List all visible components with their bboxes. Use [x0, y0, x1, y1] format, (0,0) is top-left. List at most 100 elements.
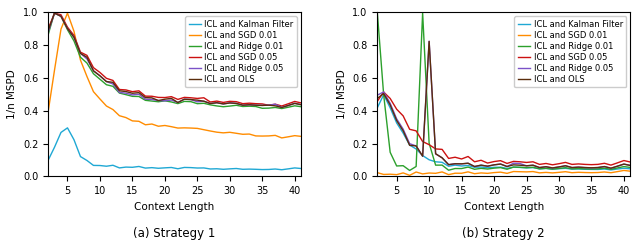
- ICL and Kalman Filter: [232, 167, 240, 170]
- ICL and OLS: [245, 103, 253, 106]
- ICL and OLS: [252, 104, 260, 107]
- ICL and OLS: [239, 104, 246, 107]
- ICL and OLS: [161, 98, 169, 101]
- ICL and SGD 0.05: [419, 140, 426, 143]
- ICL and Ridge 0.05: [555, 165, 563, 168]
- ICL and SGD 0.05: [116, 88, 124, 91]
- ICL and OLS: [44, 30, 52, 33]
- ICL and Ridge 0.01: [600, 167, 608, 170]
- ICL and SGD 0.05: [220, 101, 227, 104]
- ICL and Ridge 0.05: [141, 98, 149, 101]
- ICL and OLS: [562, 164, 570, 167]
- ICL and Ridge 0.05: [490, 163, 498, 166]
- ICL and SGD 0.01: [529, 170, 537, 173]
- ICL and SGD 0.05: [406, 128, 413, 131]
- ICL and Kalman Filter: [445, 165, 452, 168]
- ICL and Kalman Filter: [284, 167, 292, 170]
- ICL and Ridge 0.01: [265, 107, 273, 110]
- ICL and Ridge 0.05: [96, 74, 104, 77]
- ICL and SGD 0.01: [562, 170, 570, 173]
- ICL and Kalman Filter: [278, 168, 285, 171]
- ICL and Ridge 0.01: [542, 167, 550, 170]
- ICL and Ridge 0.05: [477, 164, 485, 167]
- ICL and SGD 0.05: [259, 102, 266, 105]
- ICL and Ridge 0.01: [252, 105, 260, 108]
- ICL and Ridge 0.05: [259, 104, 266, 107]
- ICL and OLS: [399, 129, 407, 132]
- ICL and Kalman Filter: [245, 168, 253, 171]
- ICL and SGD 0.05: [193, 97, 201, 100]
- ICL and OLS: [548, 166, 556, 169]
- ICL and Kalman Filter: [477, 166, 485, 169]
- ICL and OLS: [529, 164, 537, 167]
- ICL and Ridge 0.01: [122, 93, 130, 96]
- ICL and OLS: [503, 165, 511, 168]
- ICL and SGD 0.01: [220, 131, 227, 134]
- ICL and OLS: [232, 102, 240, 105]
- ICL and Ridge 0.01: [451, 167, 459, 170]
- ICL and SGD 0.01: [141, 123, 149, 126]
- ICL and SGD 0.01: [298, 135, 305, 138]
- ICL and SGD 0.05: [581, 163, 589, 166]
- ICL and Ridge 0.05: [562, 164, 570, 167]
- ICL and Kalman Filter: [419, 154, 426, 157]
- ICL and Ridge 0.01: [393, 164, 401, 167]
- ICL and SGD 0.01: [380, 173, 387, 176]
- ICL and SGD 0.01: [490, 171, 498, 174]
- ICL and SGD 0.01: [70, 30, 78, 33]
- ICL and SGD 0.01: [412, 171, 420, 173]
- ICL and SGD 0.01: [464, 170, 472, 173]
- ICL and SGD 0.01: [109, 108, 116, 111]
- ICL and Kalman Filter: [141, 167, 149, 170]
- ICL and SGD 0.05: [291, 100, 299, 103]
- ICL and Kalman Filter: [129, 166, 136, 169]
- ICL and Ridge 0.01: [193, 102, 201, 105]
- ICL and SGD 0.05: [426, 143, 433, 146]
- Title: (b) Strategy 2: (b) Strategy 2: [463, 227, 545, 240]
- ICL and SGD 0.01: [620, 169, 628, 172]
- ICL and Ridge 0.01: [399, 164, 407, 167]
- ICL and Kalman Filter: [387, 106, 394, 109]
- ICL and Kalman Filter: [109, 164, 116, 167]
- ICL and SGD 0.01: [627, 170, 634, 173]
- ICL and SGD 0.05: [529, 160, 537, 163]
- ICL and Kalman Filter: [484, 166, 492, 169]
- ICL and SGD 0.05: [594, 163, 602, 166]
- ICL and Ridge 0.01: [536, 167, 543, 170]
- ICL and Kalman Filter: [70, 138, 78, 141]
- ICL and Ridge 0.05: [471, 165, 479, 168]
- ICL and SGD 0.05: [245, 102, 253, 105]
- ICL and OLS: [154, 99, 162, 102]
- ICL and Ridge 0.05: [298, 103, 305, 106]
- ICL and SGD 0.01: [477, 172, 485, 174]
- ICL and OLS: [438, 156, 446, 159]
- ICL and Ridge 0.01: [291, 104, 299, 107]
- ICL and Ridge 0.05: [129, 93, 136, 96]
- ICL and Ridge 0.01: [96, 78, 104, 81]
- ICL and OLS: [477, 164, 485, 167]
- ICL and SGD 0.01: [265, 135, 273, 137]
- ICL and SGD 0.05: [523, 161, 531, 164]
- ICL and Ridge 0.05: [90, 69, 97, 72]
- ICL and Ridge 0.01: [529, 166, 537, 169]
- ICL and SGD 0.01: [63, 12, 71, 15]
- ICL and SGD 0.01: [148, 122, 156, 125]
- ICL and Ridge 0.05: [419, 155, 426, 158]
- ICL and SGD 0.05: [600, 162, 608, 165]
- ICL and OLS: [259, 104, 266, 107]
- ICL and SGD 0.05: [135, 89, 143, 92]
- ICL and SGD 0.01: [399, 172, 407, 174]
- ICL and Ridge 0.05: [412, 145, 420, 147]
- ICL and SGD 0.01: [387, 173, 394, 176]
- ICL and Kalman Filter: [581, 168, 589, 171]
- ICL and Kalman Filter: [412, 147, 420, 150]
- ICL and SGD 0.01: [154, 125, 162, 128]
- ICL and OLS: [200, 100, 207, 103]
- ICL and SGD 0.01: [271, 134, 279, 137]
- ICL and Kalman Filter: [536, 167, 543, 170]
- ICL and SGD 0.05: [168, 95, 175, 98]
- ICL and SGD 0.05: [516, 160, 524, 163]
- ICL and OLS: [594, 166, 602, 169]
- ICL and Kalman Filter: [180, 166, 188, 169]
- ICL and Ridge 0.05: [265, 104, 273, 107]
